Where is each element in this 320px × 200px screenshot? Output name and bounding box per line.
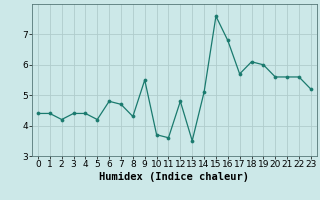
X-axis label: Humidex (Indice chaleur): Humidex (Indice chaleur) [100, 172, 249, 182]
